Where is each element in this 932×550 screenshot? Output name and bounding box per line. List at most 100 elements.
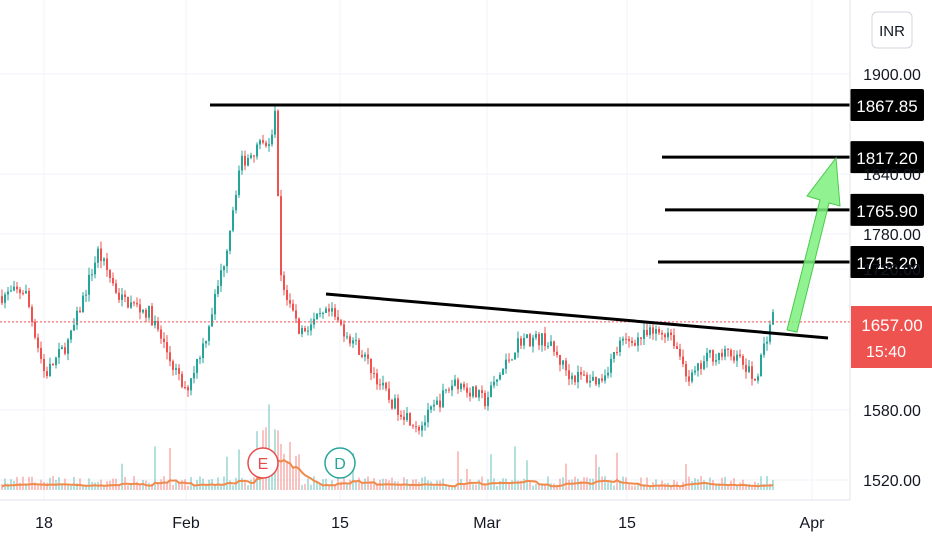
volume-bar	[430, 481, 432, 490]
volume-bar	[472, 484, 474, 490]
candle-body	[178, 368, 180, 374]
candle-body	[172, 361, 174, 370]
candle-body	[118, 292, 120, 300]
volume-bar	[679, 485, 681, 490]
candle-body	[751, 366, 753, 379]
candle-body	[586, 374, 588, 383]
candle-body	[595, 376, 597, 385]
candle-body	[379, 384, 381, 386]
volume-bar	[193, 484, 195, 490]
candle-body	[58, 349, 60, 358]
candle-body	[763, 343, 765, 355]
candle-body	[325, 308, 327, 313]
volume-bar	[295, 455, 297, 490]
candle-body	[583, 374, 585, 376]
candle-body	[466, 387, 468, 393]
price-tick-label: 1900.00	[863, 67, 921, 84]
volume-bar	[580, 480, 582, 490]
volume-bar	[178, 483, 180, 490]
candle-body	[295, 310, 297, 319]
candle-body	[262, 140, 264, 143]
candle-body	[397, 398, 399, 415]
candle-body	[55, 357, 57, 366]
candle-body	[544, 333, 546, 347]
event-marker[interactable]: E	[247, 447, 279, 479]
candle-body	[208, 326, 210, 342]
candle-body	[463, 383, 465, 388]
volume-bar	[151, 483, 153, 490]
candle-body	[643, 329, 645, 339]
candle-body	[619, 340, 621, 353]
volume-bar	[613, 485, 615, 490]
volume-bar	[535, 483, 537, 490]
candle-body	[529, 334, 531, 347]
volume-bar	[226, 456, 228, 490]
volume-bar	[616, 452, 618, 490]
volume-bar	[340, 481, 342, 490]
candle-body	[214, 294, 216, 315]
candle-body	[196, 358, 198, 373]
candle-body	[559, 355, 561, 365]
candle-body	[163, 338, 165, 343]
volume-bar	[751, 485, 753, 490]
volume-bar	[562, 477, 564, 490]
candle-body	[73, 324, 75, 331]
time-tick-label: Apr	[800, 515, 826, 532]
volume-bar	[319, 483, 321, 490]
time-axis[interactable]: 18 Feb 15 Mar 15 Apr	[35, 515, 825, 532]
candle-body	[547, 345, 549, 347]
candle-body	[715, 360, 717, 362]
candle-body	[28, 290, 30, 307]
volume-bar	[451, 485, 453, 490]
candle-body	[229, 230, 231, 251]
volume-bar	[604, 476, 606, 490]
candle-body	[184, 387, 186, 389]
candle-body	[772, 312, 774, 325]
volume-bar	[577, 478, 579, 490]
volume-bar	[232, 485, 234, 490]
candle-body	[157, 320, 159, 330]
candle-body	[373, 373, 375, 375]
candle-body	[724, 348, 726, 357]
volume-bar	[457, 451, 459, 490]
volume-bar	[67, 483, 69, 490]
candle-body	[700, 363, 702, 369]
candle-body	[154, 320, 156, 326]
candle-body	[1, 296, 3, 303]
candle-body	[106, 258, 108, 271]
candle-body	[283, 275, 285, 290]
volume-bar	[310, 484, 312, 490]
volume-bar	[433, 485, 435, 490]
volume-bar	[547, 476, 549, 490]
candle-body	[367, 354, 369, 359]
volume-bar	[16, 476, 18, 490]
event-marker-label: D	[334, 456, 346, 473]
candle-body	[394, 398, 396, 409]
candle-body	[304, 327, 306, 332]
volume-bar	[271, 466, 273, 490]
event-marker[interactable]: D	[324, 447, 356, 479]
currency-label: INR	[879, 23, 905, 40]
candle-body	[271, 134, 273, 145]
volume-bar	[28, 476, 30, 490]
volume-bar	[595, 454, 597, 490]
volume-bar	[520, 480, 522, 490]
candle-body	[571, 375, 573, 380]
volume-bar	[619, 480, 621, 490]
candlesticks	[1, 104, 774, 437]
volume-bar	[421, 477, 423, 490]
volume-bar	[658, 485, 660, 490]
price-axis[interactable]: 1900.001840.001780.001720.001650.001580.…	[863, 67, 921, 490]
candle-body	[487, 397, 489, 407]
volume-bar	[121, 463, 123, 490]
currency-badge[interactable]: INR	[871, 11, 913, 49]
candle-body	[424, 422, 426, 426]
candle-body	[268, 144, 270, 146]
candle-body	[19, 289, 21, 294]
candle-body	[676, 346, 678, 349]
time-tick-label: Feb	[172, 515, 200, 532]
candle-body	[121, 294, 123, 300]
candle-body	[679, 348, 681, 357]
